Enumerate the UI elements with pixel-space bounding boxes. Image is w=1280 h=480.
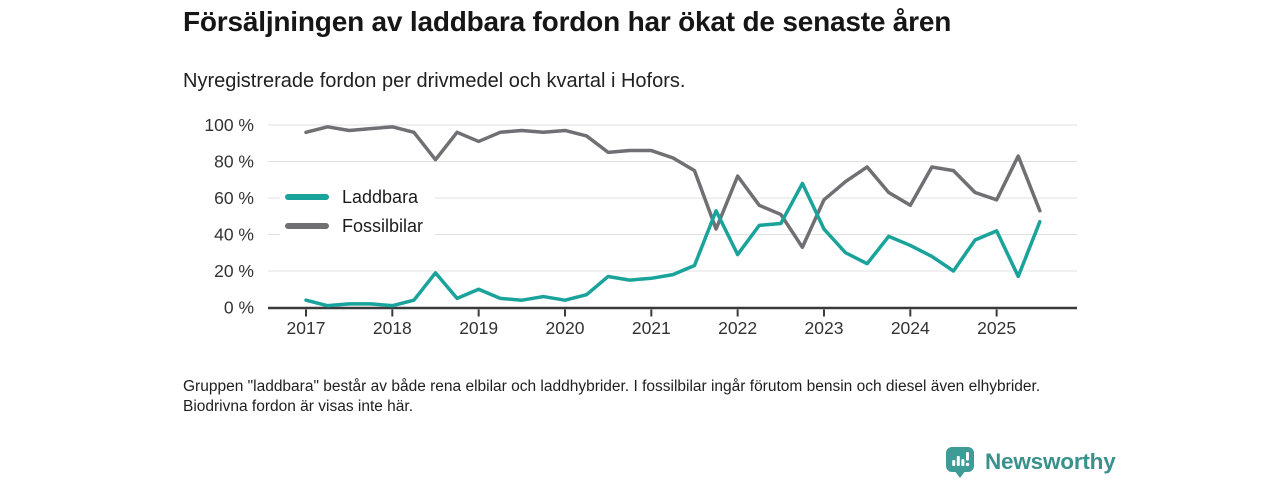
legend-item-laddbara: Laddbara — [280, 184, 436, 210]
svg-text:80 %: 80 % — [214, 152, 254, 172]
svg-text:100 %: 100 % — [204, 115, 254, 135]
newsworthy-pin-barchart-icon — [946, 447, 974, 478]
chart-legend: Laddbara Fossilbilar — [280, 184, 436, 239]
svg-text:20 %: 20 % — [214, 261, 254, 281]
legend-label-fossilbilar: Fossilbilar — [342, 216, 424, 236]
newsworthy-logo-text: Newsworthy — [985, 449, 1116, 474]
svg-text:2023: 2023 — [805, 318, 844, 338]
legend-label-laddbara: Laddbara — [342, 187, 419, 207]
svg-text:60 %: 60 % — [214, 188, 254, 208]
legend-item-fossilbilar: Fossilbilar — [280, 213, 436, 239]
svg-text:2022: 2022 — [718, 318, 757, 338]
svg-text:40 %: 40 % — [214, 225, 254, 245]
svg-text:2025: 2025 — [977, 318, 1016, 338]
svg-text:2024: 2024 — [891, 318, 930, 338]
svg-text:2017: 2017 — [287, 318, 326, 338]
fossilbilar-line-swatch-icon — [285, 223, 329, 229]
svg-text:0 %: 0 % — [224, 298, 254, 318]
chart-subtitle: Nyregistrerade fordon per drivmedel och … — [183, 70, 686, 92]
page-title: Försäljningen av laddbara fordon har öka… — [183, 6, 952, 37]
chart-footnote: Gruppen "laddbara" består av både rena e… — [183, 378, 1041, 416]
svg-text:2019: 2019 — [459, 318, 498, 338]
svg-text:2020: 2020 — [546, 318, 585, 338]
svg-text:2021: 2021 — [632, 318, 671, 338]
laddbara-line-swatch-icon — [285, 194, 329, 200]
newsworthy-logo: Newsworthy — [944, 445, 1116, 479]
svg-text:2018: 2018 — [373, 318, 412, 338]
